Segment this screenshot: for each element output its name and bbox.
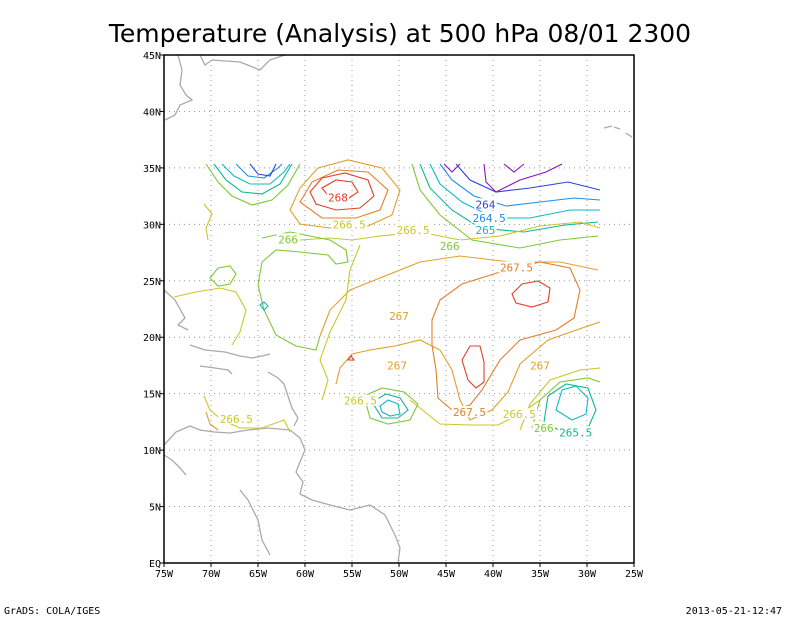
contour-label: 265.5 xyxy=(559,426,592,439)
y-tick-label: 35N xyxy=(143,164,161,175)
contour-label: 266.5 xyxy=(344,395,377,408)
x-tick-label: 35W xyxy=(531,569,550,580)
y-tick-label: EQ xyxy=(149,559,161,570)
x-tick-label: 45W xyxy=(437,569,456,580)
contour-label: 267 xyxy=(387,360,407,373)
y-tick-label: 15N xyxy=(143,390,161,401)
contour-lines xyxy=(173,159,601,435)
contour-label-bg xyxy=(471,211,508,223)
x-tick-label: 70W xyxy=(202,569,221,580)
contour-label-bg xyxy=(342,394,379,406)
x-tick-label: 30W xyxy=(578,569,597,580)
footer-right: 2013-05-21-12:47 xyxy=(686,606,782,617)
lat-lon-grid xyxy=(164,55,634,563)
contour-label: 266.5 xyxy=(397,224,430,237)
contour-label-bg xyxy=(218,412,255,424)
x-tick-label: 40W xyxy=(484,569,503,580)
contour-label-bg xyxy=(498,261,535,273)
x-tick-label: 55W xyxy=(343,569,362,580)
contour-label: 266 xyxy=(278,233,298,246)
contour-label: 267 xyxy=(530,360,550,373)
y-tick-label: 10N xyxy=(143,446,161,457)
x-tick-label: 65W xyxy=(249,569,268,580)
contour-label: 267 xyxy=(389,310,409,323)
contour-label: 266.5 xyxy=(333,219,366,232)
longitude-axis: 75W 70W 65W 60W 55W 50W 45W 40W 35W 30W 25W xyxy=(155,563,644,580)
contour-label: 266.5 xyxy=(503,408,536,421)
contour-label-bg xyxy=(532,421,555,433)
contour-label: 266 xyxy=(440,240,460,253)
contour-label: 268 xyxy=(328,191,348,204)
x-tick-label: 60W xyxy=(296,569,315,580)
x-tick-label: 75W xyxy=(155,569,174,580)
contour-label-bg xyxy=(474,224,497,236)
contour-label: 266 xyxy=(534,422,554,435)
contour-label-bg xyxy=(331,218,368,230)
contour-label: 264 xyxy=(476,198,496,211)
contour-label-bg xyxy=(395,224,432,236)
contour-label: 267.5 xyxy=(500,261,533,274)
contour-label-bg xyxy=(474,198,497,210)
y-tick-label: 25N xyxy=(143,277,161,288)
latitude-axis: EQ 5N 10N 15N 20N 25N 30N 35N 40N 45N xyxy=(143,51,164,570)
contour-label-bg xyxy=(501,408,538,420)
contour-label: 267.5 xyxy=(453,406,486,419)
x-tick-label: 50W xyxy=(390,569,409,580)
y-tick-label: 45N xyxy=(143,51,161,62)
contour-label-bg xyxy=(438,240,461,252)
map-title: Temperature (Analysis) at 500 hPa 08/01 … xyxy=(108,19,691,48)
contour-label: 266.5 xyxy=(220,413,253,426)
x-tick-label: 25W xyxy=(625,569,644,580)
footer-left: GrADS: COLA/IGES xyxy=(4,606,100,617)
coastline xyxy=(163,54,633,564)
contour-label-bg xyxy=(326,191,350,203)
map-frame xyxy=(163,54,635,564)
y-tick-label: 40N xyxy=(143,107,161,118)
contour-label-bg xyxy=(557,426,594,438)
contour-label-bg xyxy=(528,359,552,371)
contour-label-bg xyxy=(276,233,300,245)
contour-label-bg xyxy=(451,405,488,417)
contour-label-bg xyxy=(387,310,411,322)
contour-label: 264.5 xyxy=(473,212,506,225)
contour-label-bg xyxy=(385,359,409,371)
y-tick-label: 30N xyxy=(143,220,161,231)
y-tick-label: 20N xyxy=(143,333,161,344)
contour-label: 265 xyxy=(476,224,496,237)
y-tick-label: 5N xyxy=(149,503,161,514)
